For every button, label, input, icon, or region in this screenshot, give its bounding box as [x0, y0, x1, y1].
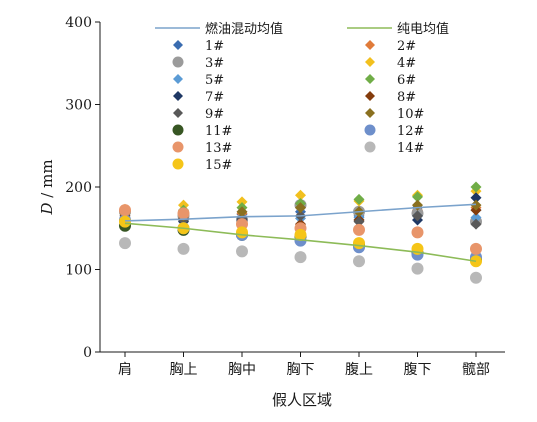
- data-point-14: [470, 271, 482, 284]
- legend-marker: [173, 108, 183, 118]
- data-point-13: [236, 218, 248, 231]
- legend-marker: [173, 91, 183, 101]
- x-tick-label: 胸中: [228, 362, 256, 378]
- x-tick-label: 腹上: [345, 361, 373, 378]
- data-point-14: [236, 245, 248, 258]
- data-point-15: [236, 226, 248, 239]
- legend-label: 9#: [205, 107, 224, 122]
- x-tick-label: 腹下: [404, 361, 432, 378]
- data-point-4: [236, 196, 248, 208]
- legend-label: 5#: [205, 73, 224, 88]
- mean-line-0: [124, 203, 477, 222]
- data-point-4: [295, 189, 306, 201]
- legend-label: 燃油混动均值: [205, 21, 283, 37]
- data-point-15: [353, 237, 365, 250]
- data-point-14: [353, 255, 365, 268]
- y-tick-label: 300: [65, 98, 92, 114]
- legend-marker: [364, 124, 376, 136]
- data-point-13: [177, 207, 190, 220]
- legend-marker: [364, 141, 376, 153]
- data-point-10: [470, 199, 482, 211]
- legend-marker: [365, 40, 375, 50]
- y-tick-label: 200: [65, 180, 92, 196]
- y-tick-label: 0: [83, 345, 92, 361]
- legend-label: 7#: [205, 90, 224, 105]
- legend-label: 4#: [397, 56, 416, 71]
- legend-marker: [365, 91, 375, 101]
- data-point-10: [295, 202, 306, 214]
- data-point-15: [294, 228, 307, 241]
- legend-label: 2#: [397, 39, 416, 54]
- data-point-13: [119, 204, 131, 217]
- data-point-14: [294, 251, 307, 264]
- data-point-9: [470, 218, 482, 230]
- legend: 燃油混动均值 纯电均值 1# 2# 3# 4# 5# 6# 7# 8# 9# 10# 11# 12# 13#…: [155, 21, 449, 173]
- legend-marker: [172, 158, 184, 170]
- x-tick-label: 胸上: [170, 362, 198, 378]
- legend-label: 6#: [397, 73, 416, 88]
- legend-label: 11#: [205, 124, 232, 139]
- plot-area: 0 100 200 300 400 肩 胸上 胸中 胸下 腹上 腹下 髋部: [65, 15, 505, 378]
- y-axis-label: D / mm: [38, 159, 56, 215]
- y-tick-label: 400: [65, 15, 92, 31]
- data-point-5: [470, 212, 482, 224]
- data-point-14: [119, 237, 131, 250]
- legend-marker: [172, 124, 184, 136]
- data-point-6: [412, 191, 423, 203]
- y-axis-label-variable: D: [38, 203, 56, 216]
- data-point-14: [177, 242, 190, 255]
- data-point-9: [412, 210, 423, 222]
- legend-label: 14#: [397, 141, 424, 156]
- data-point-6: [353, 193, 365, 205]
- legend-label: 15#: [205, 158, 232, 173]
- legend-marker: [173, 40, 183, 50]
- data-points: [119, 181, 482, 284]
- legend-marker: [172, 56, 184, 68]
- data-point-13: [470, 242, 482, 255]
- y-ticks: 0 100 200 300 400: [65, 15, 100, 361]
- legend-marker: [365, 57, 375, 67]
- data-point-13: [353, 223, 365, 236]
- mean-line-1: [124, 222, 477, 263]
- y-axis-label-unit: / mm: [38, 159, 56, 202]
- legend-label: 3#: [205, 56, 224, 71]
- y-tick-label: 100: [65, 263, 92, 279]
- legend-marker: [172, 141, 184, 153]
- legend-label: 1#: [205, 39, 224, 54]
- legend-marker: [173, 74, 183, 84]
- data-point-6: [470, 181, 482, 193]
- data-point-7: [470, 192, 482, 204]
- x-tick-label: 肩: [118, 362, 132, 378]
- legend-label: 12#: [397, 124, 424, 139]
- legend-label: 10#: [397, 107, 424, 122]
- data-point-14: [411, 262, 424, 275]
- data-point-10: [236, 206, 248, 218]
- x-axis-label: 假人区域: [272, 391, 332, 409]
- data-point-15: [119, 215, 131, 228]
- data-point-9: [353, 216, 365, 228]
- legend-label: 纯电均值: [397, 21, 449, 37]
- x-tick-label: 髋部: [462, 361, 490, 378]
- data-point-13: [411, 226, 424, 239]
- x-ticks: 肩 胸上 胸中 胸下 腹上 腹下 髋部: [118, 352, 490, 378]
- legend-marker: [365, 108, 375, 118]
- x-tick-label: 胸下: [287, 362, 315, 378]
- legend-label: 13#: [205, 141, 232, 156]
- legend-marker: [365, 74, 375, 84]
- legend-label: 8#: [397, 90, 416, 105]
- mean-lines: [124, 203, 477, 263]
